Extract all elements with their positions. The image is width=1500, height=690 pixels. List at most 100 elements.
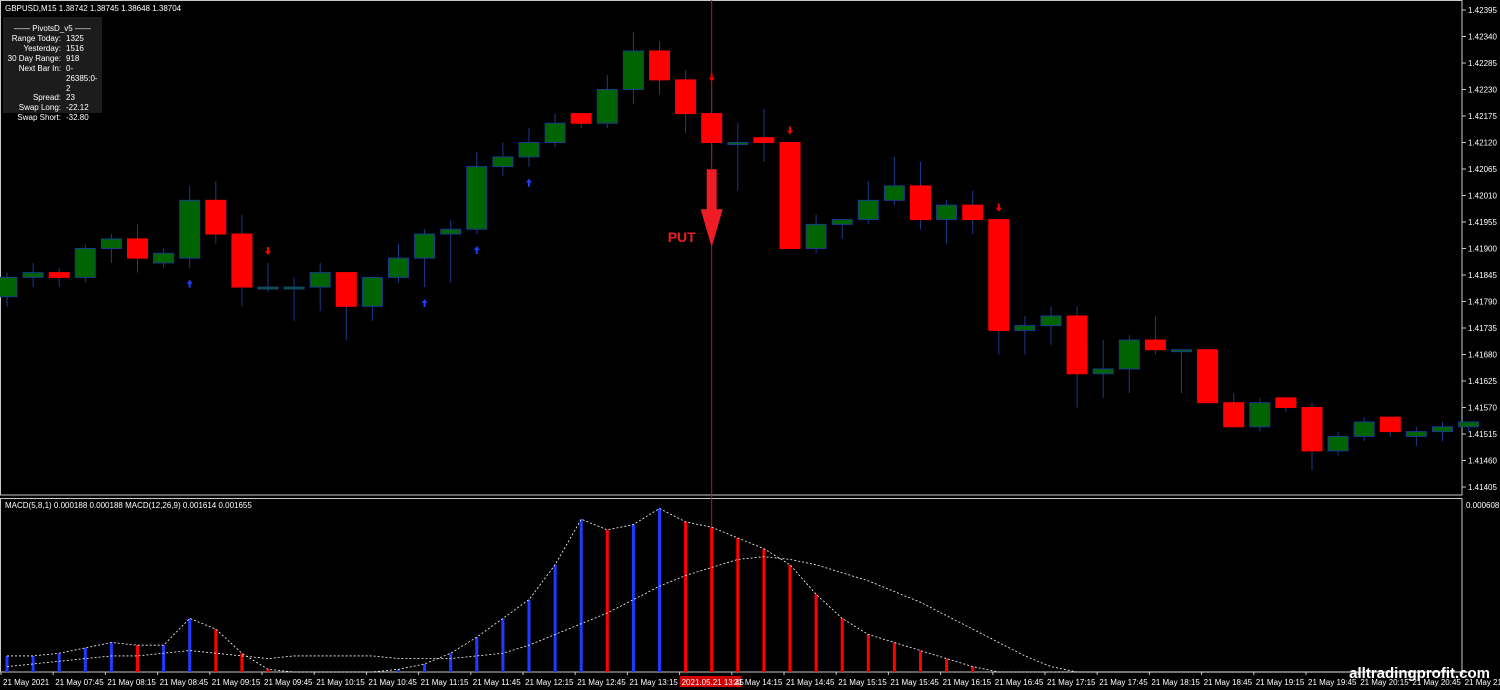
info-value: 23 xyxy=(66,93,75,103)
macd-pane-frame xyxy=(0,498,1463,673)
macd-bar xyxy=(423,663,427,672)
price-label: 1.41570 xyxy=(1468,404,1497,413)
bull-candle xyxy=(1405,431,1427,437)
bull-candle xyxy=(857,199,879,221)
bear-candle xyxy=(205,199,227,235)
bear-candle xyxy=(127,238,148,259)
watermark: alltradingprofit.com xyxy=(1349,665,1490,682)
price-label: 1.41460 xyxy=(1468,457,1497,466)
panel-title: —— PivotsD_v5 —— xyxy=(14,24,91,33)
bull-candle xyxy=(440,228,462,235)
price-label: 1.41735 xyxy=(1468,324,1497,333)
macd-bar xyxy=(736,537,740,672)
sell-arrow-icon xyxy=(787,126,793,135)
macd-bar xyxy=(397,669,400,672)
bull-candle xyxy=(883,185,905,201)
macd-bar xyxy=(579,519,583,672)
buy-arrow-icon xyxy=(421,299,428,308)
bull-candle xyxy=(100,238,122,249)
time-label: 21 May 17:45 xyxy=(1099,678,1148,687)
bull-candle xyxy=(596,89,618,124)
selected-time-highlight xyxy=(679,676,742,687)
pivots-info-panel: —— PivotsD_v5 —— Range Today: 1325 Yesterd… xyxy=(3,17,102,122)
bear-candle xyxy=(988,219,1010,331)
info-label: Next Bar In: xyxy=(18,63,61,73)
time-label: 21 May 21: xyxy=(1465,678,1500,687)
bear-candle xyxy=(1301,407,1323,452)
bear-candle xyxy=(753,137,775,144)
info-value: 1516 xyxy=(66,43,84,53)
bull-candle xyxy=(466,166,488,230)
time-label: 21 May 19:45 xyxy=(1308,678,1357,687)
info-value: -32.80 xyxy=(66,113,89,123)
bull-candle xyxy=(22,272,44,278)
bear-candle xyxy=(962,204,984,221)
macd-bar xyxy=(631,524,635,672)
time-label: 21 May 18:15 xyxy=(1151,678,1200,687)
macd-bar xyxy=(710,527,714,672)
macd-bar xyxy=(5,655,9,672)
bear-candle xyxy=(649,50,670,81)
time-label: 21 May 09:15 xyxy=(212,678,261,687)
macd-bar xyxy=(266,669,270,672)
bull-candle xyxy=(805,223,827,249)
time-label: 21 May 08:15 xyxy=(107,678,156,687)
bull-candle xyxy=(179,199,201,259)
bull-candle xyxy=(1118,339,1140,370)
bear-candle xyxy=(48,272,70,278)
main-pane-frame xyxy=(0,0,1463,496)
put-arrow-icon xyxy=(700,169,723,248)
macd-bar xyxy=(866,634,870,672)
macd-bar xyxy=(762,548,766,672)
sell-arrow-icon xyxy=(265,246,271,255)
bull-candle xyxy=(1040,315,1062,327)
bull-candle xyxy=(1171,349,1192,353)
bull-candle xyxy=(1092,368,1114,375)
bull-candle xyxy=(831,219,853,225)
info-label: Spread: xyxy=(32,93,61,103)
price-label: 1.41955 xyxy=(1468,218,1497,227)
info-value: 0-26385:0-2 xyxy=(66,63,98,93)
macd-bar xyxy=(527,599,531,672)
price-label: 1.42340 xyxy=(1468,33,1497,42)
macd-bar xyxy=(501,618,505,672)
bull-candle xyxy=(414,233,436,259)
macd-bar xyxy=(188,618,192,672)
time-label: 21 May 15:15 xyxy=(838,678,887,687)
bear-candle xyxy=(910,185,931,221)
bull-candle xyxy=(1014,325,1036,331)
bull-candle xyxy=(388,257,409,278)
price-label: 1.41515 xyxy=(1468,430,1497,439)
info-label: Swap Long: xyxy=(18,103,61,113)
macd-bar xyxy=(31,655,35,672)
time-label: 21 May 17:15 xyxy=(1047,678,1096,687)
price-label: 1.42395 xyxy=(1468,6,1497,15)
macd-signal-line xyxy=(6,556,1469,673)
macd-bar xyxy=(788,564,792,672)
time-label: 21 May 07:45 xyxy=(55,678,104,687)
macd-info: MACD(5,8,1) 0.000188 0.000188 MACD(12,26… xyxy=(5,501,252,510)
price-label: 1.42285 xyxy=(1468,59,1497,68)
bull-candle xyxy=(518,142,540,158)
bull-candle xyxy=(544,122,566,143)
bull-candle xyxy=(153,252,175,264)
price-label: 1.41625 xyxy=(1468,377,1497,386)
price-label: 1.41680 xyxy=(1468,351,1497,360)
time-label: 21 May 11:15 xyxy=(421,678,469,687)
bull-candle xyxy=(0,276,18,298)
info-label: 30 Day Range: xyxy=(7,53,61,63)
price-label: 1.41845 xyxy=(1468,271,1497,280)
macd-bar xyxy=(240,653,244,672)
time-label: 21 May 16:45 xyxy=(995,678,1044,687)
bear-candle xyxy=(335,272,357,307)
time-label: 21 May 15:45 xyxy=(890,678,939,687)
bear-candle xyxy=(779,142,801,249)
bear-candle xyxy=(570,113,592,124)
bear-candle xyxy=(1275,397,1297,409)
time-label: 21 May 19:15 xyxy=(1256,678,1305,687)
macd-bar xyxy=(553,564,557,672)
macd-bar xyxy=(605,529,609,672)
bear-candle xyxy=(675,79,697,115)
